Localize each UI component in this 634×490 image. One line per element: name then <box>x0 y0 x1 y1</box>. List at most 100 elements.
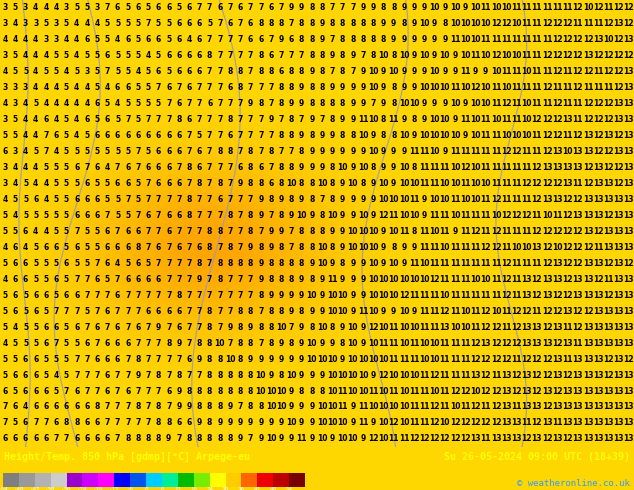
Text: 6: 6 <box>94 435 100 443</box>
Text: 8: 8 <box>288 115 294 124</box>
Text: 10: 10 <box>337 291 348 300</box>
Text: 10: 10 <box>491 115 501 124</box>
Text: 12: 12 <box>542 243 552 252</box>
Text: 13: 13 <box>562 418 573 427</box>
Text: 8: 8 <box>268 307 274 316</box>
Text: 10: 10 <box>409 211 420 220</box>
Text: 7: 7 <box>146 291 151 300</box>
Text: 9: 9 <box>442 147 448 156</box>
Text: 10: 10 <box>409 323 420 332</box>
Text: 12: 12 <box>542 323 552 332</box>
Text: 9: 9 <box>411 83 417 92</box>
Text: 12: 12 <box>614 67 624 76</box>
Text: 6: 6 <box>186 355 192 364</box>
Text: 6: 6 <box>125 35 131 45</box>
Text: 8: 8 <box>299 35 304 45</box>
Text: 6: 6 <box>3 435 8 443</box>
Text: 13: 13 <box>624 35 634 45</box>
Text: 12: 12 <box>593 99 604 108</box>
Text: 10: 10 <box>317 179 327 188</box>
Text: 9: 9 <box>391 179 396 188</box>
Text: 6: 6 <box>197 67 202 76</box>
Text: 9: 9 <box>330 339 335 347</box>
Text: 8: 8 <box>228 370 233 380</box>
Text: 4: 4 <box>33 35 39 45</box>
Text: 6: 6 <box>33 402 39 412</box>
Text: 6: 6 <box>217 3 223 12</box>
Text: 5: 5 <box>23 323 28 332</box>
Text: 4: 4 <box>43 83 49 92</box>
Text: 6: 6 <box>146 35 151 45</box>
Text: 9: 9 <box>381 243 386 252</box>
Text: 8: 8 <box>330 115 335 124</box>
Text: 12: 12 <box>542 435 552 443</box>
Text: 6: 6 <box>105 355 110 364</box>
Text: 12: 12 <box>368 435 378 443</box>
Text: 8: 8 <box>258 402 264 412</box>
Text: 9: 9 <box>278 227 284 236</box>
Text: 7: 7 <box>217 115 223 124</box>
Text: 5: 5 <box>54 355 59 364</box>
Text: 9: 9 <box>299 131 304 140</box>
Text: 8: 8 <box>278 275 284 284</box>
Text: 12: 12 <box>552 99 562 108</box>
Text: 8: 8 <box>309 35 314 45</box>
Text: 4: 4 <box>23 131 28 140</box>
Text: 4: 4 <box>54 83 59 92</box>
Text: 7: 7 <box>74 275 79 284</box>
Text: 3: 3 <box>3 179 8 188</box>
Text: 5: 5 <box>156 99 161 108</box>
Text: 12: 12 <box>439 307 450 316</box>
Text: 11: 11 <box>501 323 512 332</box>
Text: 9: 9 <box>422 3 427 12</box>
Text: 7: 7 <box>156 339 161 347</box>
Text: 7: 7 <box>228 179 233 188</box>
Text: 11: 11 <box>358 402 368 412</box>
Text: 12: 12 <box>552 387 562 395</box>
Text: 9: 9 <box>278 355 284 364</box>
Text: 12: 12 <box>603 51 614 60</box>
Text: 11: 11 <box>511 275 522 284</box>
Text: 8: 8 <box>360 179 366 188</box>
Text: 12: 12 <box>542 147 552 156</box>
Text: 7: 7 <box>105 323 110 332</box>
Text: 9: 9 <box>411 67 417 76</box>
Text: 13: 13 <box>583 402 593 412</box>
Text: 11: 11 <box>562 83 573 92</box>
Text: 9: 9 <box>401 35 406 45</box>
Text: 6: 6 <box>289 35 294 45</box>
Text: 6: 6 <box>156 243 161 252</box>
Text: 11: 11 <box>593 20 604 28</box>
Text: 10: 10 <box>347 243 358 252</box>
Text: 54: 54 <box>285 488 293 490</box>
Text: 9: 9 <box>371 211 376 220</box>
Text: 11: 11 <box>511 227 522 236</box>
Text: 8: 8 <box>207 307 212 316</box>
Text: 10: 10 <box>286 418 297 427</box>
Text: 7: 7 <box>186 339 192 347</box>
Text: 8: 8 <box>299 147 304 156</box>
Text: 7: 7 <box>166 291 171 300</box>
Text: 9: 9 <box>350 211 356 220</box>
Text: 13: 13 <box>583 147 593 156</box>
Text: 11: 11 <box>439 227 450 236</box>
Text: 11: 11 <box>603 83 614 92</box>
Text: 6: 6 <box>166 387 171 395</box>
Text: 7: 7 <box>217 83 223 92</box>
Text: 6: 6 <box>197 163 202 172</box>
Text: 9: 9 <box>371 195 376 204</box>
Text: 10: 10 <box>511 243 522 252</box>
Text: 4: 4 <box>3 339 8 347</box>
Text: 4: 4 <box>33 83 39 92</box>
Text: 9: 9 <box>299 195 304 204</box>
Text: 9: 9 <box>299 418 304 427</box>
Text: 7: 7 <box>115 370 120 380</box>
Text: 5: 5 <box>64 275 69 284</box>
Text: 12: 12 <box>481 243 491 252</box>
Text: 12: 12 <box>624 355 634 364</box>
Text: 6: 6 <box>186 51 192 60</box>
Text: 7: 7 <box>125 355 131 364</box>
Text: 11: 11 <box>562 323 573 332</box>
Text: 12: 12 <box>368 323 378 332</box>
Text: 13: 13 <box>624 323 634 332</box>
